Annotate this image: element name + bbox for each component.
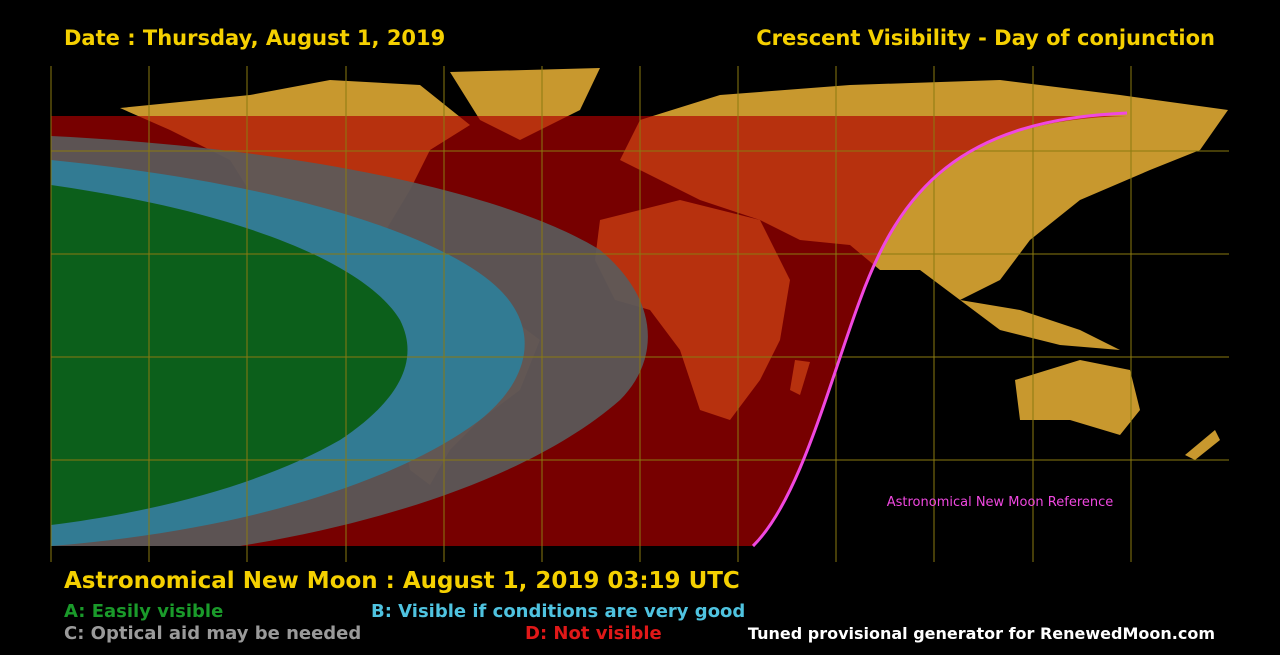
reference-label: Astronomical New Moon Reference xyxy=(887,495,1114,510)
legend-c: C: Optical aid may be needed xyxy=(64,623,361,644)
zone-a xyxy=(51,185,408,525)
graticule xyxy=(50,66,1229,562)
australia xyxy=(1015,360,1140,435)
visibility-zones xyxy=(51,116,1127,546)
credit: Tuned provisional generator for RenewedM… xyxy=(748,624,1215,643)
new-zealand xyxy=(1185,430,1220,460)
legend-d: D: Not visible xyxy=(525,623,662,644)
legend-b: B: Visible if conditions are very good xyxy=(371,601,745,622)
new-moon-reference-curve xyxy=(751,111,1128,548)
legend-a: A: Easily visible xyxy=(64,601,223,622)
date: Date : Thursday, August 1, 2019 xyxy=(64,26,445,50)
conjunction-time: Astronomical New Moon : August 1, 2019 0… xyxy=(64,568,740,594)
map-title: Crescent Visibility - Day of conjunction xyxy=(756,26,1215,50)
southeast-asia xyxy=(960,300,1120,350)
